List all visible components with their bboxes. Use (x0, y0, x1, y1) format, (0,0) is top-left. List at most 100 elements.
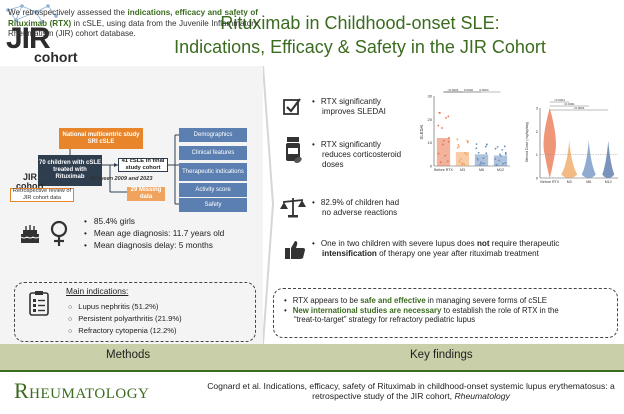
data-point (503, 145, 506, 148)
data-point (460, 158, 462, 160)
methods-label: Methods (106, 349, 151, 361)
header: JIR cohort Rituximab in Childhood-onset … (0, 0, 624, 66)
data-point (499, 153, 501, 156)
violin (602, 140, 615, 178)
study-period: Between 2009 and 2023 (90, 176, 153, 182)
data-point (447, 137, 450, 139)
p-value-label: 0.0002 (464, 88, 474, 92)
national-study-box: National multicentric study SRI cSLE (59, 128, 143, 149)
data-point (483, 162, 485, 165)
indication-item: Persistent polyarthritis (21.9%) (68, 314, 181, 323)
finding-sledai: RTX significantly improves SLEDAI (312, 97, 386, 117)
indication-item: Lupus nephritis (51.2%) (68, 302, 182, 311)
y-tick-label: 30 (428, 94, 433, 99)
y-tick-label: 0 (536, 176, 539, 181)
data-point (485, 152, 488, 155)
data-point (439, 161, 442, 164)
y-tick-label: 2 (536, 129, 539, 134)
data-point (442, 139, 445, 142)
data-point (502, 162, 504, 165)
page-title-line2: Indications, Efficacy & Safety in the JI… (174, 37, 546, 57)
data-point (464, 152, 466, 154)
data-point (501, 149, 504, 151)
stat-age: Mean age diagnosis: 11.7 years old (84, 228, 224, 238)
side-item-therapeutic: Therapeutic indications (179, 163, 247, 181)
p-value-label: <0.0001 (564, 102, 575, 106)
conclusion-text: • RTX appears to be safe and effective in… (284, 296, 559, 325)
retrospective-review-box: Retrospective review of JIR cohort data (10, 188, 74, 202)
data-point (446, 160, 449, 163)
x-tick-label: M3 (567, 180, 572, 184)
data-point (466, 139, 469, 142)
data-point (475, 147, 478, 150)
scales-icon (280, 198, 306, 218)
page-title-line1: Rituximab in Childhood-onset SLE: (220, 13, 500, 33)
jir-cohort-mini-logo: JIR cohort (16, 172, 44, 191)
footer (0, 370, 624, 414)
data-point (445, 116, 447, 119)
stat-delay: Mean diagnosis delay: 5 months (84, 240, 224, 250)
data-point (504, 153, 507, 156)
data-point (479, 163, 481, 166)
pill-bottle-icon (286, 137, 302, 164)
checkbox-icon (283, 98, 301, 115)
x-tick-label: M6 (479, 168, 484, 172)
data-point (504, 151, 507, 154)
violin (581, 140, 596, 178)
stat-girls: 85.4% girls (84, 216, 224, 226)
logo-jir: JIR (6, 22, 51, 55)
violin (561, 140, 578, 178)
data-point (477, 151, 480, 154)
x-tick-label: M6 (586, 180, 591, 184)
y-axis-label: Steroid Dose (mg/kg/day) (525, 122, 529, 163)
data-point (477, 158, 479, 161)
data-point (465, 153, 468, 156)
x-tick-label: M12 (497, 168, 504, 172)
data-point (476, 157, 479, 160)
data-point (482, 157, 485, 159)
main-indications-title: Main indications: (66, 286, 129, 296)
data-point (438, 111, 441, 114)
data-point (437, 152, 440, 155)
journal-logo: Rheumatology (14, 378, 150, 403)
bar (493, 155, 508, 166)
x-tick-label: Before RTX (434, 168, 453, 172)
data-point (466, 141, 469, 144)
data-point (461, 162, 464, 165)
female-symbol-icon (50, 220, 68, 246)
network-logo-icon (6, 4, 58, 24)
panel-divider (263, 66, 275, 344)
conclusion-box (273, 288, 618, 338)
violin (543, 108, 556, 178)
bar (455, 152, 470, 166)
y-axis-label: SLEDAI (419, 125, 424, 140)
side-item-clinical: Clinical features (179, 146, 247, 160)
finding-adverse: 82.9% of children had no adverse reactio… (312, 198, 399, 218)
data-point (496, 145, 499, 148)
data-point (495, 163, 498, 166)
bar (436, 138, 451, 166)
data-point (494, 147, 497, 150)
data-point (456, 138, 459, 141)
indication-item: Refractory cytopenia (12.2%) (68, 326, 182, 335)
logo-cohort: cohort (34, 49, 78, 65)
data-point (447, 115, 450, 118)
data-point (485, 143, 488, 146)
x-tick-label: M12 (605, 180, 612, 184)
bar (474, 154, 489, 166)
side-item-demographics: Demographics (179, 128, 247, 142)
sledai-chart: 0 10 20 30 SLEDAI Before RTX M3 M6 M12 <0.0001 0.0… (419, 88, 510, 172)
side-item-safety: Safety (179, 198, 247, 212)
children-treated-box: 70 children with cSLE treated with Ritux… (38, 155, 102, 186)
p-value-label: <0.0001 (554, 98, 565, 102)
steroid-dose-chart: 0 1 2 3 Steroid Dose (mg/kg/day) Before RTX M3… (525, 98, 618, 184)
demographic-stats: 85.4% girls Mean age diagnosis: 11.7 yea… (84, 216, 224, 252)
y-tick-label: 1 (536, 152, 539, 157)
p-value-label: <0.0001 (574, 106, 585, 110)
data-point (480, 162, 483, 165)
missing-data-box: 29 Missing data (127, 187, 165, 201)
citation: Cognard et al. Indications, efficacy, sa… (207, 381, 615, 401)
finding-intensification: One in two children with severe lupus do… (312, 239, 618, 259)
data-point (456, 146, 459, 149)
